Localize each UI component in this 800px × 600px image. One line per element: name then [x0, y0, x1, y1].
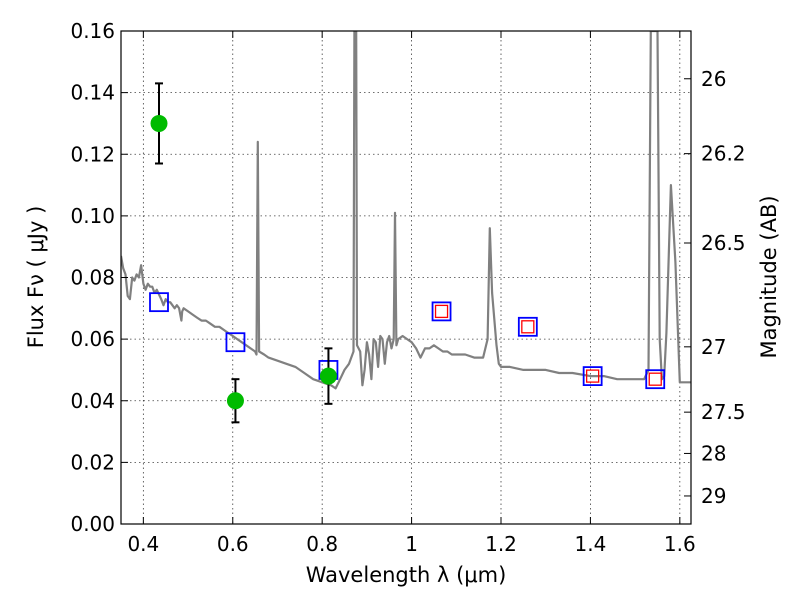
- model-flux-inner-square: [434, 304, 449, 319]
- right-tick-label: 28: [701, 441, 726, 465]
- model-flux-square: [431, 301, 452, 322]
- model-flux-square: [149, 292, 169, 313]
- x-axis-label: Wavelength λ (μm): [306, 563, 507, 587]
- model-flux-square: [582, 366, 603, 387]
- y-tick-label: 0.14: [70, 81, 115, 105]
- x-tick-label: 0.4: [127, 532, 159, 556]
- markers: [149, 82, 666, 424]
- grid: [121, 31, 691, 524]
- observed-flux-point: [150, 114, 168, 132]
- right-tick-label: 27: [701, 335, 726, 359]
- y-tick-label: 0.06: [70, 327, 115, 351]
- x-tick-label: 1.4: [575, 532, 607, 556]
- model-flux-square: [517, 316, 538, 337]
- model-spectrum-line: [121, 31, 691, 390]
- model-flux-square: [225, 332, 246, 353]
- y-tick-label: 0.02: [70, 450, 115, 474]
- y-axis-label: Flux Fν ( μJy ): [24, 206, 48, 349]
- x-tick-label: 1.6: [664, 532, 696, 556]
- right-tick-label: 26: [701, 67, 726, 91]
- observed-flux-point: [319, 367, 337, 385]
- right-tick-label: 26.5: [701, 231, 746, 255]
- y-tick-label: 0.00: [70, 512, 115, 536]
- right-tick-label: 27.5: [701, 400, 746, 424]
- right-tick-label: 29: [701, 484, 726, 508]
- model-flux-inner-square: [521, 320, 535, 334]
- y-tick-label: 0.08: [70, 266, 115, 290]
- model-flux-square: [645, 369, 666, 390]
- y-tick-label: 0.12: [70, 142, 115, 166]
- y-tick-label: 0.04: [70, 389, 115, 413]
- x-tick-label: 1.2: [485, 532, 517, 556]
- x-tick-label: 0.6: [217, 532, 249, 556]
- ticks: 0.4 0.6 0.8 1 1.2 1.4 1.6 0.00 0.02 0.04 0.06 0.08 0…: [70, 19, 745, 556]
- x-tick-label: 0.8: [306, 532, 338, 556]
- y-tick-label: 0.10: [70, 204, 115, 228]
- model-flux-inner-square: [648, 372, 662, 386]
- model-flux-inner-square: [585, 369, 600, 383]
- right-axis-label: Magnitude (AB): [757, 195, 781, 358]
- x-tick-label: 1: [405, 532, 418, 556]
- y-tick-label: 0.16: [70, 19, 115, 43]
- right-tick-label: 26.2: [701, 142, 746, 166]
- observed-flux-point: [226, 392, 244, 410]
- plot-area: [121, 31, 691, 390]
